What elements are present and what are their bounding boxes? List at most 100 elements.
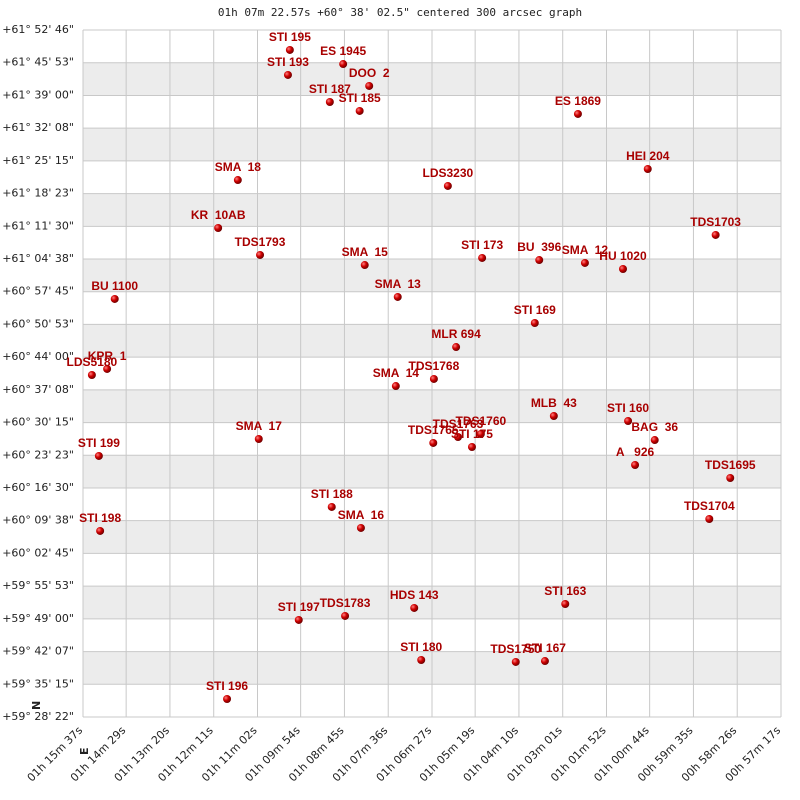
star-label: TDS1704	[684, 499, 735, 513]
star	[705, 515, 714, 524]
star-label: BAG 36	[631, 420, 678, 434]
star-label: SMA 14	[373, 366, 420, 380]
y-tick-label: +60° 50' 53"	[2, 317, 74, 330]
star	[417, 655, 426, 664]
star	[452, 343, 461, 352]
compass-north: N	[30, 701, 43, 710]
star	[327, 502, 336, 511]
star	[580, 258, 589, 267]
star	[511, 657, 520, 666]
star-label: STI 180	[400, 640, 442, 654]
star-label: SMA 17	[236, 419, 283, 433]
star	[355, 106, 364, 115]
star	[339, 60, 348, 69]
star	[467, 443, 476, 452]
star	[650, 436, 659, 445]
star-label: STI 196	[206, 679, 248, 693]
star	[87, 371, 96, 380]
y-tick-label: +61° 39' 00"	[2, 88, 74, 101]
star	[283, 70, 292, 79]
star	[96, 526, 105, 535]
star	[631, 461, 640, 470]
star	[391, 382, 400, 391]
star-label: STI 185	[339, 91, 381, 105]
star-label: A 926	[616, 445, 655, 459]
star	[549, 412, 558, 421]
star-label: SMA 16	[338, 508, 385, 522]
star-label: MLR 694	[431, 327, 481, 341]
star	[530, 318, 539, 327]
star	[540, 657, 549, 666]
star-label: TDS1765	[408, 423, 459, 437]
star	[214, 223, 223, 232]
star	[365, 81, 374, 90]
star-label: STI 199	[78, 436, 120, 450]
star-label: STI 173	[461, 238, 503, 252]
star	[256, 250, 265, 259]
y-tick-label: +59° 28' 22"	[2, 710, 74, 723]
star	[410, 603, 419, 612]
y-tick-label: +61° 52' 46"	[2, 23, 74, 36]
star	[294, 615, 303, 624]
star-label: BU 1100	[91, 279, 138, 293]
y-tick-label: +61° 04' 38"	[2, 252, 74, 265]
star	[443, 181, 452, 190]
star	[561, 600, 570, 609]
star	[341, 611, 350, 620]
star	[573, 109, 582, 118]
star-label: STI 175	[451, 427, 493, 441]
chart-title: 01h 07m 22.57s +60° 38' 02.5" centered 3…	[218, 6, 582, 19]
y-tick-label: +60° 02' 45"	[2, 546, 74, 559]
y-tick-label: +60° 09' 38"	[2, 514, 74, 527]
star	[535, 256, 544, 265]
star-label: TDS1703	[690, 215, 741, 229]
star	[711, 230, 720, 239]
star-label: LDS5180	[67, 355, 118, 369]
star-label: SMA 18	[215, 160, 262, 174]
y-tick-label: +60° 37' 08"	[2, 383, 74, 396]
star-label: DOO 2	[349, 66, 390, 80]
star	[325, 97, 334, 106]
star-label: ES 1945	[320, 44, 366, 58]
y-tick-label: +61° 45' 53"	[2, 56, 74, 69]
star-label: MLB 43	[531, 396, 577, 410]
star-label: STI 193	[267, 55, 309, 69]
star	[110, 294, 119, 303]
star	[429, 374, 438, 383]
y-tick-label: +59° 35' 15"	[2, 677, 74, 690]
star	[254, 434, 263, 443]
star-label: STI 198	[79, 511, 121, 525]
star-label: ES 1869	[555, 94, 601, 108]
star-label: TDS1783	[320, 596, 371, 610]
star-label: KR 10AB	[191, 208, 246, 222]
y-tick-label: +59° 55' 53"	[2, 579, 74, 592]
y-tick-label: +61° 32' 08"	[2, 121, 74, 134]
star	[360, 261, 369, 270]
star-label: STI 167	[524, 641, 566, 655]
y-tick-label: +60° 30' 15"	[2, 416, 74, 429]
star-label: STI 160	[607, 401, 649, 415]
star-label: HDS 143	[390, 588, 439, 602]
compass-east: E	[78, 747, 91, 755]
y-tick-label: +60° 57' 45"	[2, 285, 74, 298]
star	[233, 176, 242, 185]
star	[94, 451, 103, 460]
y-tick-label: +60° 44' 00"	[2, 350, 74, 363]
y-tick-label: +60° 23' 23"	[2, 448, 74, 461]
star	[429, 438, 438, 447]
star	[726, 474, 735, 483]
star	[285, 45, 294, 54]
y-tick-label: +59° 42' 07"	[2, 645, 74, 658]
star-label: HEI 204	[626, 149, 670, 163]
star	[393, 292, 402, 301]
star-label: TDS1750	[490, 642, 541, 656]
star	[476, 430, 485, 439]
star-label: STI 187	[309, 82, 351, 96]
star-label: TDS1793	[235, 235, 286, 249]
star-label: KPR 1	[88, 349, 127, 363]
y-tick-label: +61° 11' 30"	[2, 219, 74, 232]
y-tick-label: +61° 18' 23"	[2, 187, 74, 200]
y-tick-label: +59° 49' 00"	[2, 612, 74, 625]
star	[103, 364, 112, 373]
